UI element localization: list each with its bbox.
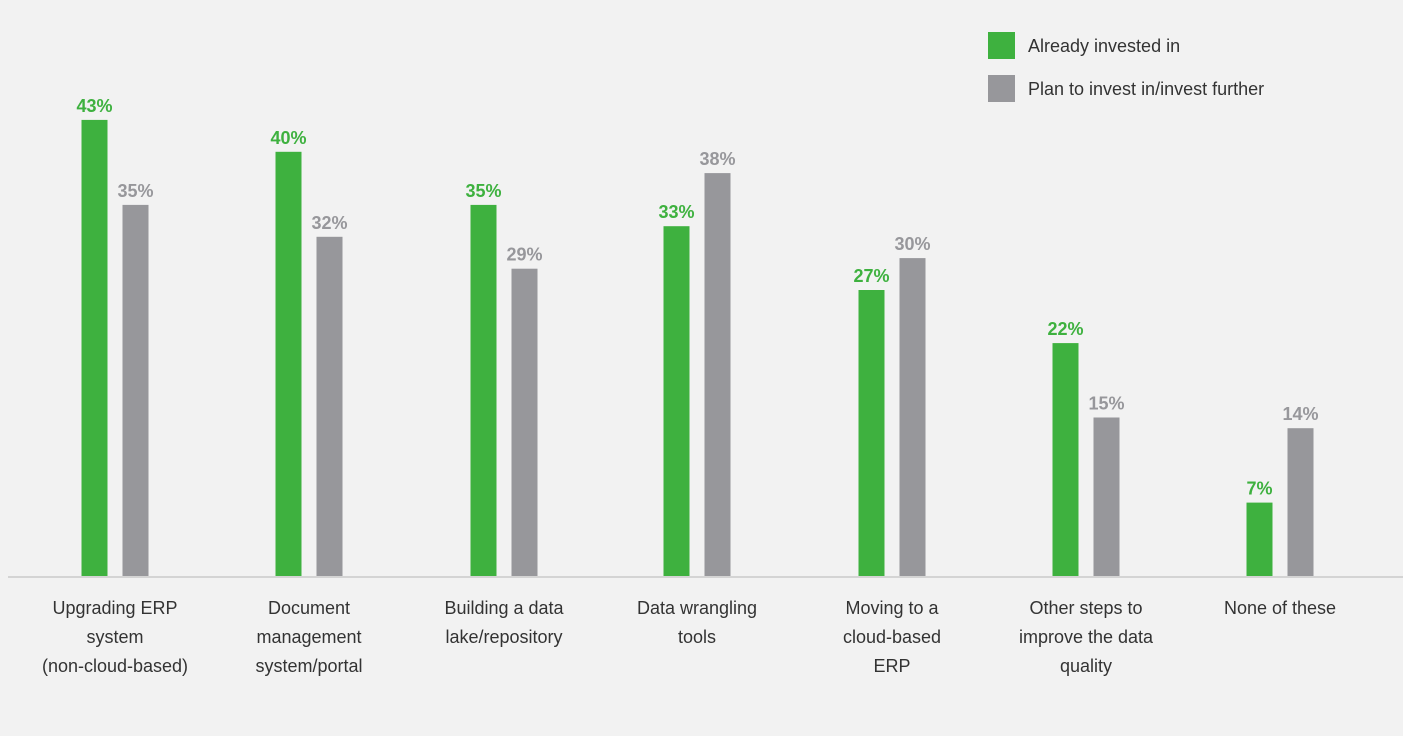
value-labels-layer: 43% 35% 40% 32% 35% 29% 33% 38% 27%30% 22% 15% 7% 14…: [76, 96, 1318, 499]
bar-already-invested-4: [858, 290, 885, 577]
bar-already-invested-1: [275, 151, 302, 578]
category-label-line: Other steps to: [1029, 598, 1142, 618]
legend-swatch-plan-to-invest: [988, 75, 1015, 102]
value-label-already-invested-3: 33%: [658, 202, 694, 222]
category-label-line: quality: [1060, 656, 1112, 676]
value-label-plan-to-invest-4: 30%: [894, 234, 930, 254]
value-label-already-invested-2: 35%: [465, 181, 501, 201]
bar-plan-to-invest-2: [511, 268, 538, 577]
value-label-plan-to-invest-3: 38%: [699, 149, 735, 169]
category-label-line: Building a data: [444, 598, 564, 618]
category-label-line: Moving to a: [845, 598, 939, 618]
bar-already-invested-0: [81, 119, 108, 578]
category-label-line: tools: [678, 627, 716, 647]
category-label-line: None of these: [1224, 598, 1336, 618]
category-label-line: Data wrangling: [637, 598, 757, 618]
category-label-3: Data wrangling tools: [637, 598, 757, 647]
legend-item-already-invested: Already invested in: [988, 32, 1180, 59]
legend-item-plan-to-invest: Plan to invest in/invest further: [988, 75, 1264, 102]
category-label-4: Moving to a cloud-based ERP: [843, 598, 941, 676]
value-label-plan-to-invest-6: 14%: [1282, 404, 1318, 424]
category-label-line: system: [86, 627, 143, 647]
value-label-already-invested-6: 7%: [1246, 479, 1272, 499]
category-label-line: Document: [268, 598, 350, 618]
bar-plan-to-invest-5: [1093, 417, 1120, 577]
legend-label-plan-to-invest: Plan to invest in/invest further: [1028, 79, 1264, 99]
category-label-0: Upgrading ERP system (non-cloud-based): [42, 598, 188, 676]
bar-already-invested-5: [1052, 343, 1079, 577]
category-labels-layer: Upgrading ERP system (non-cloud-based) Docu…: [42, 598, 1336, 676]
category-label-line: management: [256, 627, 361, 647]
bar-plan-to-invest-4: [899, 258, 926, 577]
category-label-line: improve the data: [1019, 627, 1154, 647]
category-label-2: Building a data lake/repository: [444, 598, 564, 647]
bar-plan-to-invest-6: [1287, 428, 1314, 577]
value-label-already-invested-5: 22%: [1047, 319, 1083, 339]
category-label-line: lake/repository: [445, 627, 562, 647]
bar-plan-to-invest-0: [122, 204, 149, 577]
legend: Already invested in Plan to invest in/in…: [988, 32, 1264, 102]
value-label-already-invested-4: 27%: [853, 266, 889, 286]
category-label-1: Document management system/portal: [255, 598, 362, 676]
bar-already-invested-3: [663, 226, 690, 577]
category-label-line: cloud-based: [843, 627, 941, 647]
bar-plan-to-invest-1: [316, 236, 343, 578]
bars-layer: [81, 119, 1314, 578]
value-label-plan-to-invest-2: 29%: [506, 245, 542, 265]
category-label-line: ERP: [873, 656, 910, 676]
value-label-already-invested-0: 43%: [76, 96, 112, 116]
bar-already-invested-2: [470, 204, 497, 577]
value-label-plan-to-invest-1: 32%: [311, 213, 347, 233]
value-label-already-invested-1: 40%: [270, 128, 306, 148]
bar-plan-to-invest-3: [704, 173, 731, 577]
value-label-plan-to-invest-5: 15%: [1088, 394, 1124, 414]
category-label-line: system/portal: [255, 656, 362, 676]
category-label-line: (non-cloud-based): [42, 656, 188, 676]
legend-swatch-already-invested: [988, 32, 1015, 59]
legend-label-already-invested: Already invested in: [1028, 36, 1180, 56]
value-label-plan-to-invest-0: 35%: [117, 181, 153, 201]
bar-already-invested-6: [1246, 502, 1273, 577]
category-label-line: Upgrading ERP: [52, 598, 177, 618]
category-label-6: None of these: [1224, 598, 1336, 618]
category-label-5: Other steps to improve the data quality: [1019, 598, 1154, 676]
